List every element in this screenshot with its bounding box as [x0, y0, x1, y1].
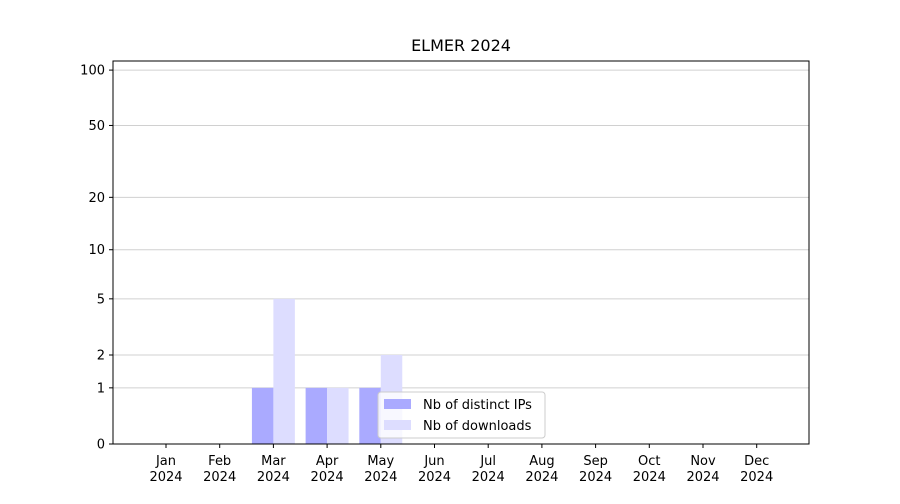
legend-label: Nb of downloads [423, 419, 532, 434]
y-tick-label: 10 [88, 243, 105, 258]
x-tick-label: Nov 2024 [686, 454, 719, 485]
x-tick-label: Mar 2024 [257, 454, 290, 485]
x-tick-label: Apr 2024 [311, 454, 344, 485]
legend-swatch [384, 399, 411, 409]
x-tick-label: May 2024 [364, 454, 397, 485]
x-tick-label: Aug 2024 [525, 454, 558, 485]
y-tick-label: 20 [88, 191, 105, 206]
axes-frame [112, 60, 810, 445]
x-tick-label: Sep 2024 [579, 454, 612, 485]
x-tick-label: Jul 2024 [472, 454, 505, 485]
bar [327, 387, 349, 444]
bar [305, 387, 328, 444]
bar [273, 298, 295, 444]
y-tick-label: 1 [97, 381, 105, 396]
y-tick-label: 100 [80, 64, 105, 79]
y-tick-label: 2 [97, 348, 105, 363]
legend-label: Nb of distinct IPs [423, 398, 532, 413]
x-tick-label: Oct 2024 [633, 454, 666, 485]
x-tick-label: Jan 2024 [149, 454, 182, 485]
y-tick-label: 50 [88, 119, 105, 134]
y-tick-label: 0 [97, 438, 105, 453]
x-tick-label: Dec 2024 [740, 454, 773, 485]
x-tick-label: Feb 2024 [203, 454, 236, 485]
bar [359, 387, 381, 444]
x-tick-label: Jun 2024 [418, 454, 451, 485]
legend: Nb of distinct IPs Nb of downloads [377, 391, 546, 439]
y-tick-label: 5 [97, 292, 105, 307]
legend-box [377, 391, 546, 439]
chart-title: ELMER 2024 [411, 36, 511, 55]
bar [251, 387, 274, 444]
legend-swatch [384, 420, 411, 430]
